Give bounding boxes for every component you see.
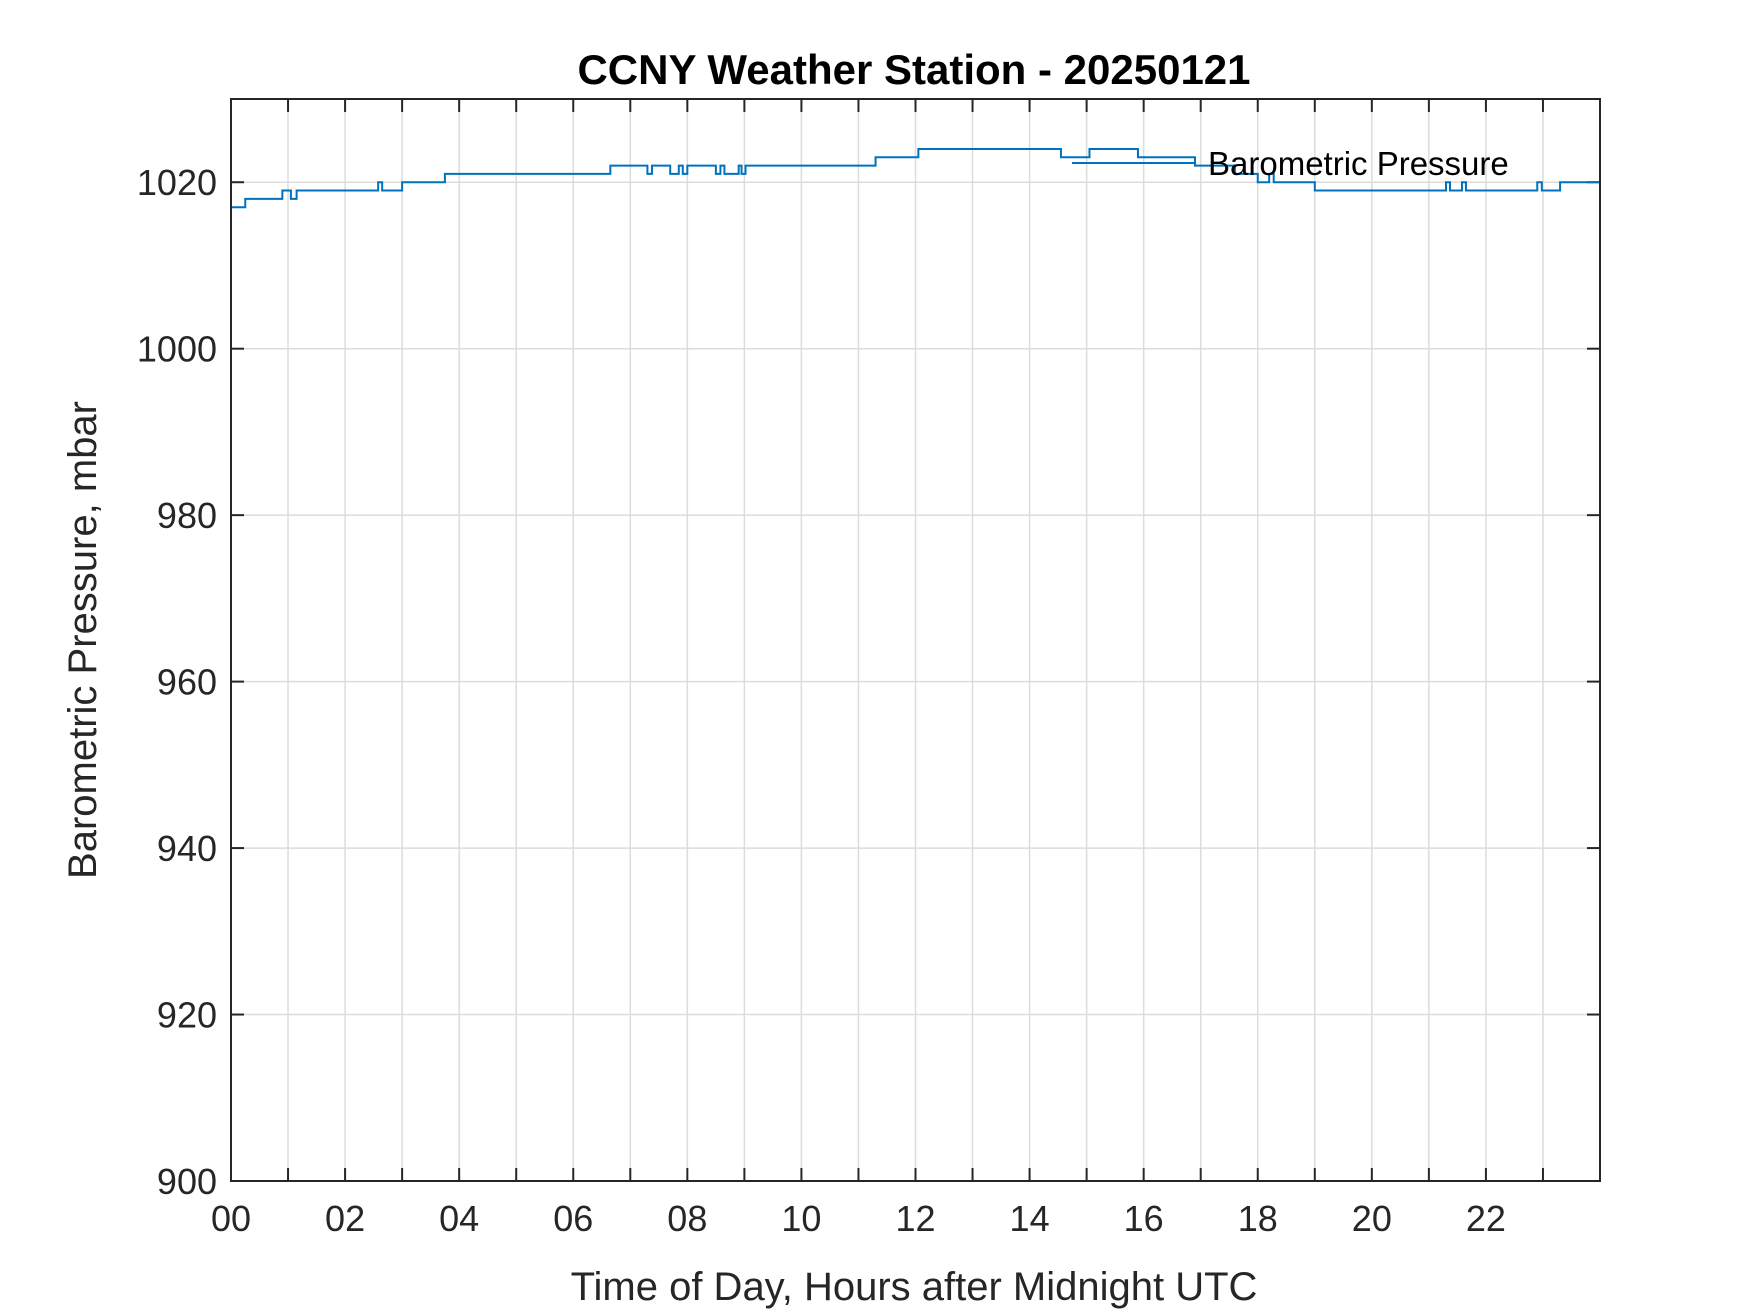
y-tick-label: 1020	[137, 162, 217, 203]
x-tick-label: 20	[1352, 1198, 1392, 1239]
x-tick-label: 16	[1124, 1198, 1164, 1239]
y-tick-label: 980	[157, 495, 217, 536]
y-tick-label: 940	[157, 828, 217, 869]
x-tick-label: 02	[325, 1198, 365, 1239]
chart-title: CCNY Weather Station - 20250121	[577, 46, 1250, 93]
y-tick-label: 920	[157, 995, 217, 1036]
x-tick-label: 14	[1010, 1198, 1050, 1239]
y-tick-label: 900	[157, 1161, 217, 1202]
y-axis-label: Barometric Pressure, mbar	[61, 401, 105, 879]
grid	[231, 99, 1600, 1181]
x-tick-label: 18	[1238, 1198, 1278, 1239]
pressure-line	[231, 147, 1600, 209]
legend: Barometric Pressure	[1072, 145, 1509, 182]
legend-label: Barometric Pressure	[1208, 145, 1509, 182]
x-tick-label: 06	[553, 1198, 593, 1239]
x-axis-label: Time of Day, Hours after Midnight UTC	[571, 1265, 1258, 1309]
x-tick-label: 12	[895, 1198, 935, 1239]
plot-frame	[230, 98, 1601, 1182]
x-tick-label: 10	[781, 1198, 821, 1239]
x-tick-label: 22	[1466, 1198, 1506, 1239]
x-tick-label: 08	[667, 1198, 707, 1239]
x-tick-label: 00	[211, 1198, 251, 1239]
series-layer	[231, 147, 1600, 209]
y-tick-label: 1000	[137, 329, 217, 370]
ticks: 900 920 940 960 980 1000 1020 00 02 04 06 08 10 12 14 1…	[137, 99, 1600, 1239]
x-tick-label: 04	[439, 1198, 479, 1239]
y-tick-label: 960	[157, 662, 217, 703]
